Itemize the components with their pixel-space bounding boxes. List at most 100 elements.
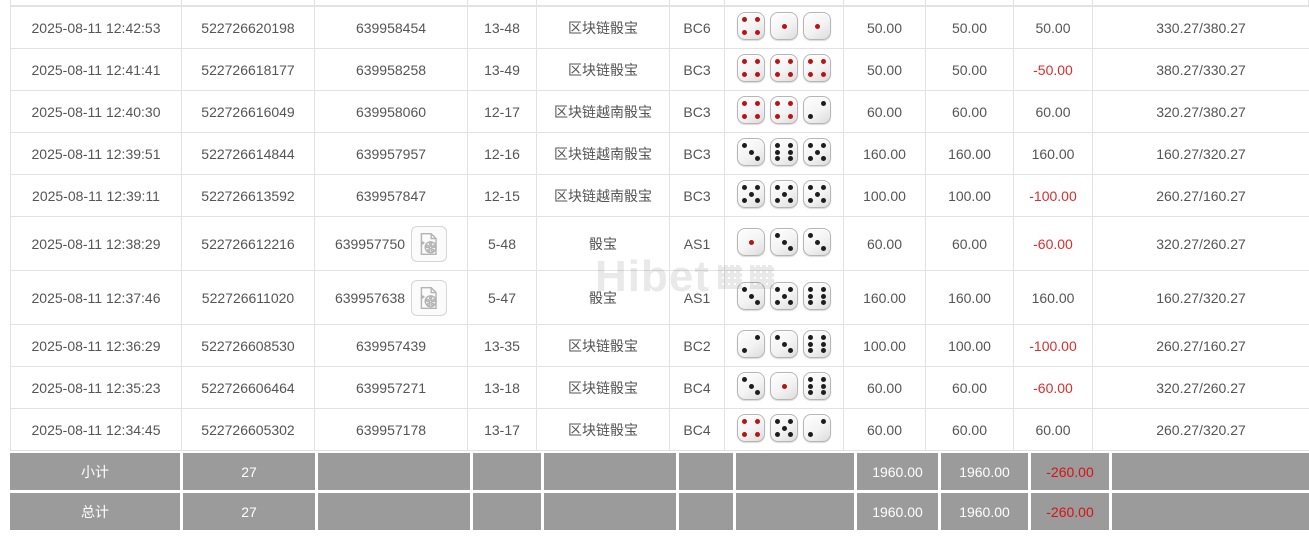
cell-bet-amount[interactable]: 160.00: [843, 132, 926, 175]
cell-bet-time: 2025-08-11 12:38:29: [10, 216, 182, 271]
cell-valid-amount: 160.00: [925, 132, 1014, 175]
cell-dice-result: [724, 324, 844, 367]
dice-result: [737, 282, 831, 310]
dice-result: [737, 96, 831, 124]
game-no-text: 639957750: [334, 235, 406, 252]
cell-balance: 320.27/380.27: [1092, 90, 1309, 133]
cell-game-name: 区块链骰宝: [536, 6, 670, 49]
dice-result: [737, 228, 831, 256]
table-row: 2025-08-11 12:40:30 522726616049 639958060…: [10, 90, 1309, 133]
cell-win-loss: 160.00: [1013, 132, 1093, 175]
cell-bet-amount[interactable]: 60.00: [843, 216, 926, 271]
cell-bet-time: 2025-08-11 12:40:30: [10, 90, 182, 133]
cell-period: 12-16: [467, 132, 537, 175]
die-4-icon: [737, 96, 765, 124]
table-row: 2025-08-11 12:36:29 522726608530 639957439…: [10, 324, 1309, 367]
cell-win-loss: 160.00: [1013, 270, 1093, 325]
game-no-text: 639957271: [355, 379, 427, 396]
die-5-icon: [737, 180, 765, 208]
cell-period: 13-17: [467, 408, 537, 451]
table-row: 2025-08-11 12:41:41 522726618177 639958258…: [10, 48, 1309, 91]
video-replay-button[interactable]: [411, 225, 448, 262]
cell-valid-amount: 50.00: [925, 48, 1014, 91]
die-4-icon: [770, 54, 798, 82]
cell-balance: 160.27/320.27: [1092, 132, 1309, 175]
dice-result: [737, 12, 831, 40]
subtotal-row: 小计 27 1960.00 1960.00 -260.00: [10, 453, 1309, 490]
cell-table-code: BC3: [669, 90, 725, 133]
cell-period: 12-17: [467, 90, 537, 133]
cell-bet-amount[interactable]: 60.00: [843, 90, 926, 133]
die-1-icon: [770, 372, 798, 400]
cell-order-no: 522726614844: [181, 132, 315, 175]
cell-game-name: 区块链越南骰宝: [536, 90, 670, 133]
table-row: 2025-08-11 12:38:29 522726612216 639957750…: [10, 216, 1309, 271]
total-label: 总计: [10, 493, 180, 530]
cell-bet-amount[interactable]: 100.00: [843, 174, 926, 217]
cell-bet-amount[interactable]: 50.00: [843, 48, 926, 91]
cell-valid-amount: 60.00: [925, 366, 1014, 409]
cell-win-loss: 50.00: [1013, 6, 1093, 49]
cell-game-no: 639958454: [314, 6, 468, 49]
cell-game-name: 骰宝: [536, 216, 670, 271]
cell-table-code: BC4: [669, 366, 725, 409]
die-1-icon: [737, 228, 765, 256]
die-1-icon: [770, 12, 798, 40]
cell-valid-amount: 50.00: [925, 6, 1014, 49]
total-row: 总计 27 1960.00 1960.00 -260.00: [10, 493, 1309, 530]
total-count: 27: [183, 493, 315, 530]
subtotal-count: 27: [183, 453, 315, 490]
cell-dice-result: [724, 132, 844, 175]
die-6-icon: [803, 372, 831, 400]
cell-bet-time: 2025-08-11 12:39:51: [10, 132, 182, 175]
subtotal-bet-amount: 1960.00: [857, 453, 938, 490]
cell-order-no: 522726605302: [181, 408, 315, 451]
die-5-icon: [770, 282, 798, 310]
cell-game-no: 639958258: [314, 48, 468, 91]
game-no-text: 639958258: [355, 61, 427, 78]
cell-valid-amount: 160.00: [925, 270, 1014, 325]
cell-game-no: 639957271: [314, 366, 468, 409]
cell-dice-result: [724, 6, 844, 49]
cell-balance: 160.27/320.27: [1092, 270, 1309, 325]
cell-valid-amount: 60.00: [925, 216, 1014, 271]
cell-bet-amount[interactable]: 100.00: [843, 324, 926, 367]
cell-dice-result: [724, 366, 844, 409]
die-3-icon: [803, 228, 831, 256]
die-5-icon: [803, 138, 831, 166]
dice-result: [737, 138, 831, 166]
cell-valid-amount: 100.00: [925, 324, 1014, 367]
table-row: 2025-08-11 12:39:11 522726613592 639957847…: [10, 174, 1309, 217]
cell-game-no: 639957957: [314, 132, 468, 175]
bet-history-table: 2025-08-11 12:42:53 522726620198 639958454…: [10, 6, 1309, 451]
game-no-text: 639957847: [355, 187, 427, 204]
die-4-icon: [803, 54, 831, 82]
cell-bet-time: 2025-08-11 12:39:11: [10, 174, 182, 217]
die-3-icon: [737, 372, 765, 400]
cell-win-loss: 60.00: [1013, 408, 1093, 451]
die-3-icon: [770, 330, 798, 358]
cell-table-code: BC4: [669, 408, 725, 451]
cell-dice-result: [724, 90, 844, 133]
cell-bet-amount[interactable]: 50.00: [843, 6, 926, 49]
table-row: 2025-08-11 12:39:51 522726614844 639957957…: [10, 132, 1309, 175]
cell-bet-time: 2025-08-11 12:34:45: [10, 408, 182, 451]
video-replay-button[interactable]: [411, 279, 448, 316]
die-2-icon: [803, 96, 831, 124]
cell-win-loss: -100.00: [1013, 324, 1093, 367]
cell-order-no: 522726613592: [181, 174, 315, 217]
game-no-text: 639957178: [355, 421, 427, 438]
cell-order-no: 522726612216: [181, 216, 315, 271]
game-no-text: 639957439: [355, 337, 427, 354]
cell-table-code: BC6: [669, 6, 725, 49]
table-row: 2025-08-11 12:35:23 522726606464 639957271…: [10, 366, 1309, 409]
cell-bet-amount[interactable]: 60.00: [843, 366, 926, 409]
die-5-icon: [770, 180, 798, 208]
cell-period: 13-48: [467, 6, 537, 49]
cell-game-no: 639957178: [314, 408, 468, 451]
cell-bet-amount[interactable]: 60.00: [843, 408, 926, 451]
cell-bet-amount[interactable]: 160.00: [843, 270, 926, 325]
die-2-icon: [803, 414, 831, 442]
cell-period: 5-48: [467, 216, 537, 271]
